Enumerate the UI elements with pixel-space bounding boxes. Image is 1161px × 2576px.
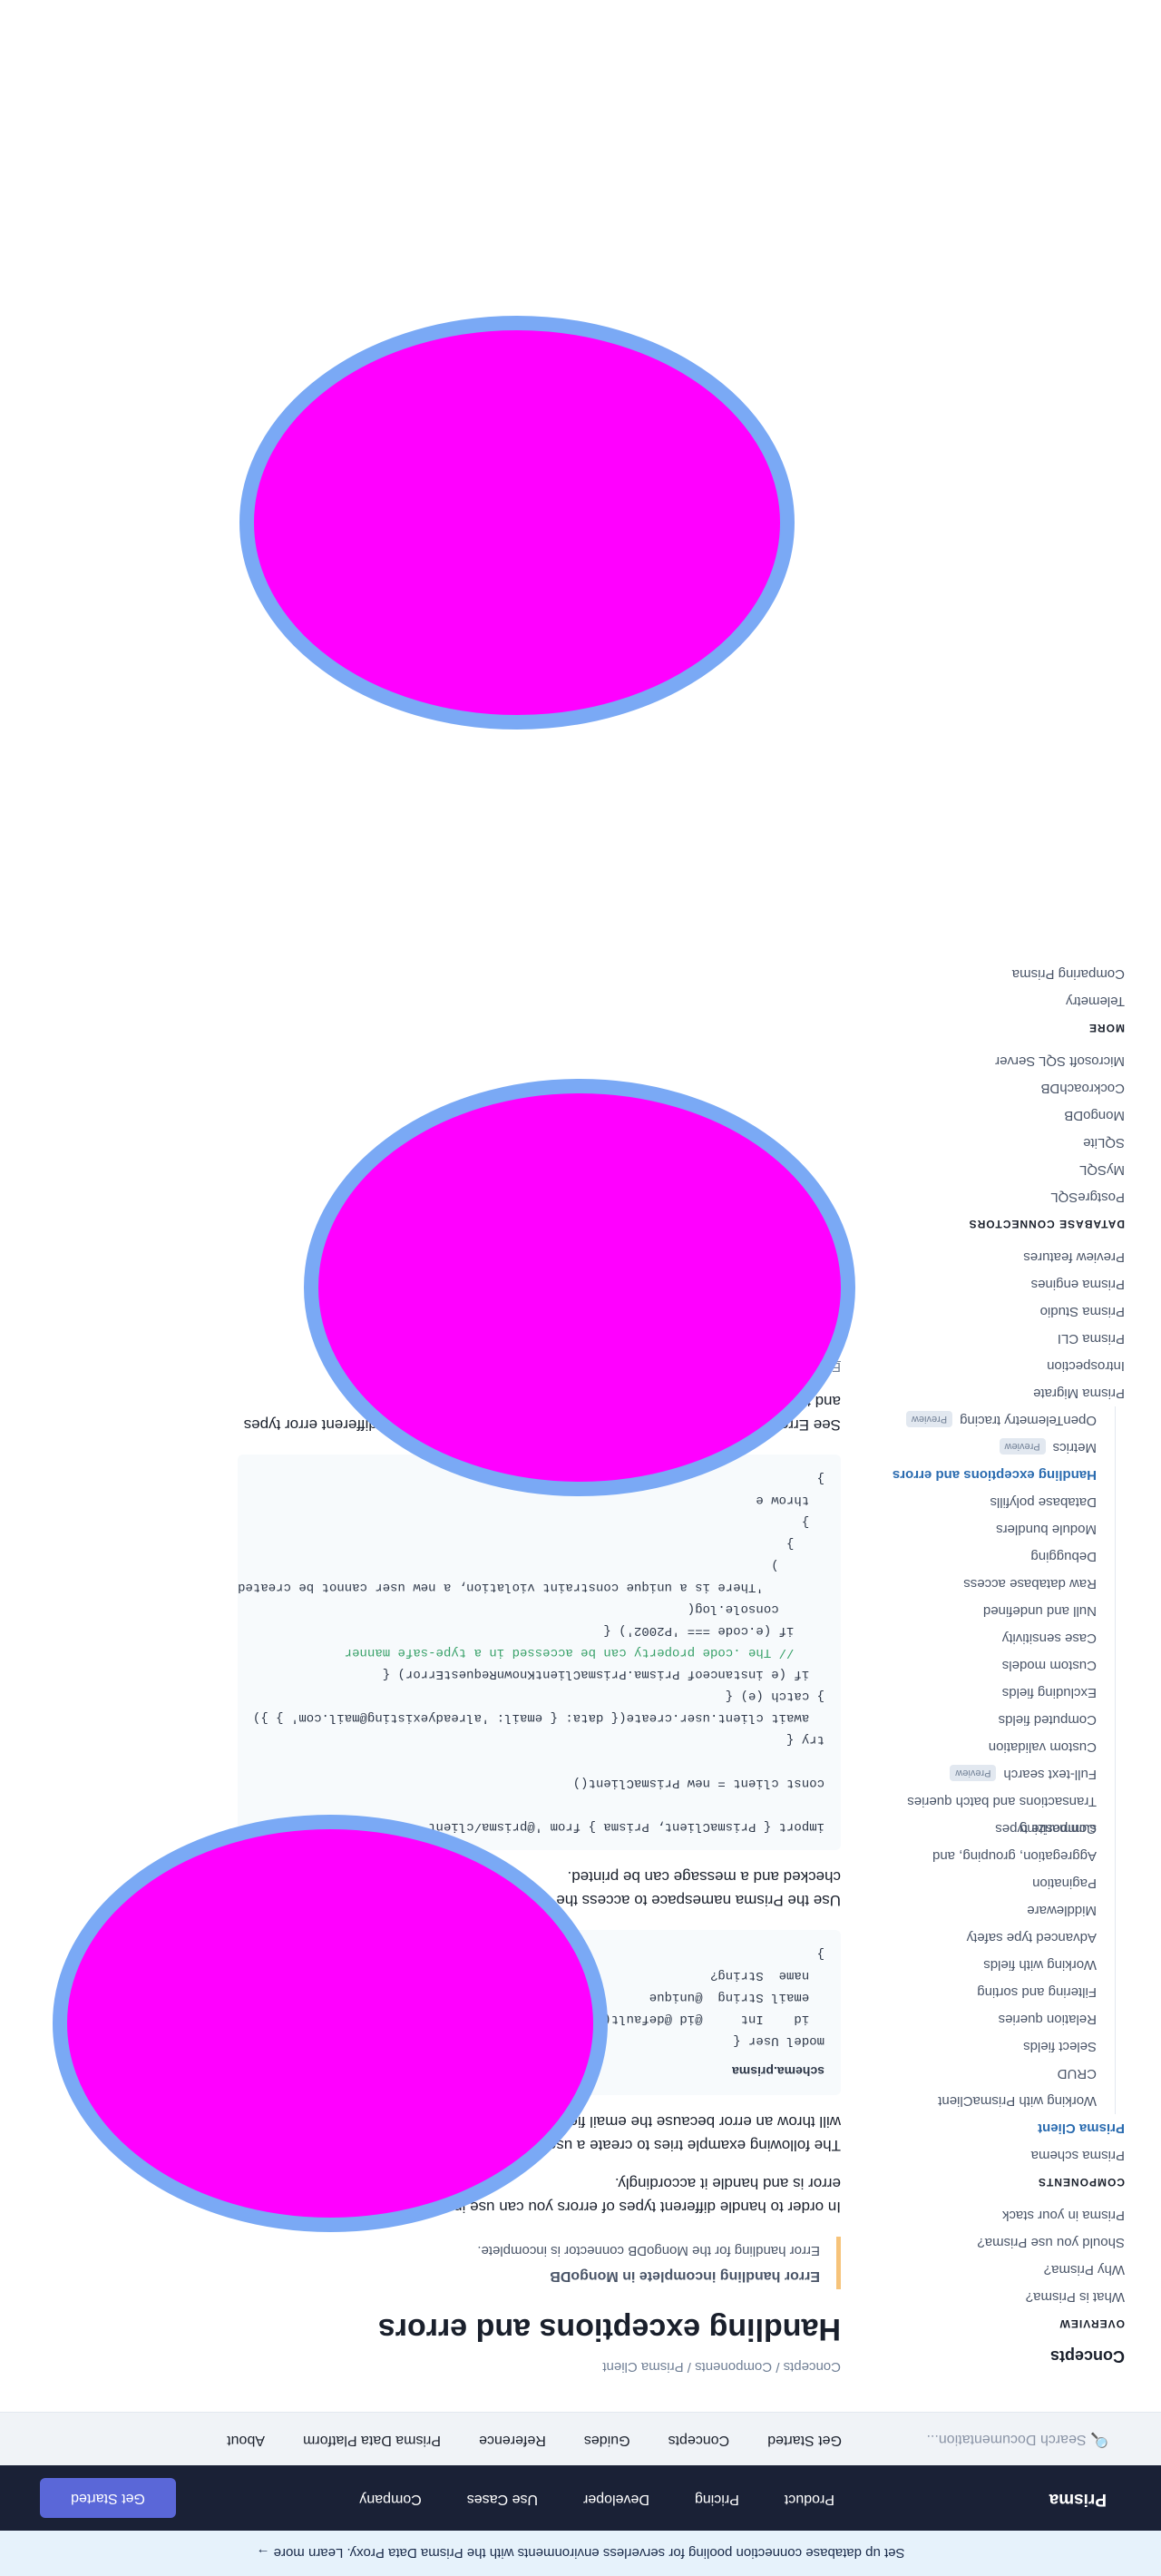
ellipse [304,1079,855,1496]
ellipse [239,316,795,730]
ellipse [53,1815,608,2232]
